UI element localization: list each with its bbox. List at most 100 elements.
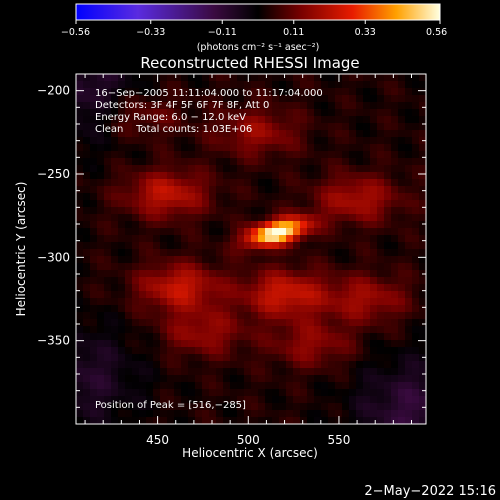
heatmap-cell — [419, 179, 427, 187]
heatmap-cell — [370, 186, 378, 194]
heatmap-cell — [398, 137, 406, 145]
heatmap-cell — [153, 109, 161, 117]
heatmap-cell — [349, 193, 357, 201]
heatmap-cell — [384, 340, 392, 348]
heatmap-cell — [335, 256, 343, 264]
heatmap-cell — [160, 172, 168, 180]
heatmap-cell — [216, 179, 224, 187]
annotation-clean-counts: Clean Total counts: 1.03E+06 — [95, 124, 252, 135]
heatmap-cell — [328, 109, 336, 117]
heatmap-cell — [76, 326, 84, 334]
heatmap-cell — [216, 347, 224, 355]
heatmap-cell — [195, 123, 203, 131]
heatmap-cell — [314, 389, 322, 397]
heatmap-cell — [279, 116, 287, 124]
heatmap-cell — [279, 88, 287, 96]
heatmap-cell — [230, 137, 238, 145]
heatmap-cell — [265, 396, 273, 404]
heatmap-cell — [97, 389, 105, 397]
heatmap-cell — [195, 396, 203, 404]
heatmap-cell — [118, 123, 126, 131]
heatmap-cell — [146, 375, 154, 383]
heatmap-cell — [188, 270, 196, 278]
heatmap-cell — [307, 396, 315, 404]
heatmap-cell — [370, 116, 378, 124]
heatmap-cell — [412, 340, 420, 348]
heatmap-cell — [230, 109, 238, 117]
heatmap-cell — [342, 207, 350, 215]
heatmap-cell — [335, 228, 343, 236]
heatmap-cell — [223, 200, 231, 208]
heatmap-cell — [258, 291, 266, 299]
heatmap-cell — [125, 200, 133, 208]
heatmap-cell — [83, 123, 91, 131]
heatmap-cell — [146, 207, 154, 215]
heatmap-cell — [90, 130, 98, 138]
heatmap-cell — [370, 326, 378, 334]
heatmap-cell — [167, 410, 175, 418]
heatmap-cell — [237, 235, 245, 243]
heatmap-cell — [104, 228, 112, 236]
heatmap-cell — [146, 333, 154, 341]
colorbar-units-label: (photons cm⁻² s⁻¹ asec⁻²) — [197, 42, 320, 53]
heatmap-cell — [363, 270, 371, 278]
heatmap-cell — [111, 270, 119, 278]
heatmap-cell — [76, 368, 84, 376]
heatmap-cell — [244, 361, 252, 369]
heatmap-cell — [244, 340, 252, 348]
heatmap-cell — [202, 389, 210, 397]
heatmap-cell — [125, 389, 133, 397]
heatmap-cell — [139, 151, 147, 159]
heatmap-cell — [286, 326, 294, 334]
heatmap-cell — [391, 263, 399, 271]
heatmap-cell — [293, 221, 301, 229]
heatmap-cell — [237, 417, 245, 425]
plot-area: 450 500 550−200−250−300−350 — [37, 73, 427, 447]
heatmap-cell — [342, 410, 350, 418]
heatmap-cell — [335, 340, 343, 348]
heatmap-cell — [195, 326, 203, 334]
heatmap-cell — [83, 389, 91, 397]
heatmap-cell — [251, 410, 259, 418]
heatmap-cell — [230, 319, 238, 327]
heatmap-cell — [363, 340, 371, 348]
heatmap-cell — [153, 200, 161, 208]
heatmap-cell — [139, 284, 147, 292]
heatmap-cell — [104, 347, 112, 355]
heatmap-cell — [286, 354, 294, 362]
heatmap-cell — [244, 158, 252, 166]
heatmap-cell — [153, 130, 161, 138]
heatmap-cell — [349, 361, 357, 369]
heatmap-cell — [300, 242, 308, 250]
heatmap-cell — [111, 298, 119, 306]
heatmap-cell — [230, 298, 238, 306]
heatmap-cell — [237, 81, 245, 89]
heatmap-cell — [391, 333, 399, 341]
heatmap-cell — [90, 102, 98, 110]
heatmap-cell — [237, 305, 245, 313]
heatmap-cell — [307, 375, 315, 383]
heatmap-cell — [76, 186, 84, 194]
heatmap-cell — [76, 116, 84, 124]
heatmap-cell — [97, 270, 105, 278]
heatmap-cell — [118, 214, 126, 222]
heatmap-cell — [146, 347, 154, 355]
heatmap-cell — [279, 354, 287, 362]
heatmap-cell — [293, 74, 301, 82]
heatmap-cell — [398, 312, 406, 320]
heatmap-cell — [202, 347, 210, 355]
heatmap-cell — [237, 95, 245, 103]
heatmap-cell — [286, 410, 294, 418]
heatmap-cell — [356, 354, 364, 362]
heatmap-cell — [391, 193, 399, 201]
heatmap-cell — [174, 291, 182, 299]
heatmap-cell — [237, 137, 245, 145]
heatmap-cell — [321, 410, 329, 418]
heatmap-cell — [209, 102, 217, 110]
heatmap-cell — [195, 81, 203, 89]
heatmap-cell — [405, 179, 413, 187]
heatmap-cell — [321, 263, 329, 271]
heatmap-cell — [398, 354, 406, 362]
heatmap-cell — [181, 158, 189, 166]
heatmap-cell — [335, 158, 343, 166]
